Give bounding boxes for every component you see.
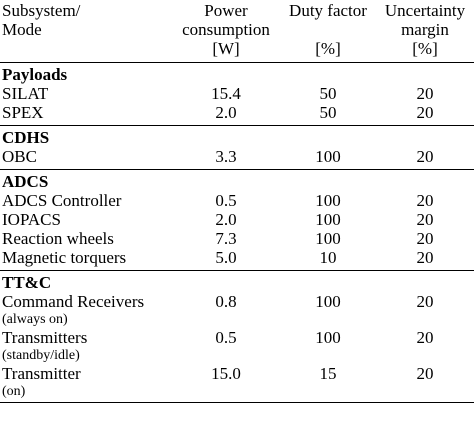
uncertainty-margin-value: 20 bbox=[376, 147, 474, 170]
duty-factor-value: 100 bbox=[315, 292, 341, 311]
row-label: IOPACS bbox=[2, 210, 61, 229]
power-budget-table: Subsystem/ Mode Power consumption [W] Du… bbox=[0, 0, 474, 403]
row-label-cell: Reaction wheels bbox=[0, 229, 172, 248]
power-value: 0.5 bbox=[215, 328, 237, 347]
uncertainty-margin-value: 20 bbox=[416, 229, 434, 248]
table-row: Reaction wheels 7.3 100 20 bbox=[0, 229, 474, 248]
table-body: Payloads SILAT 15.4 50 20 SPEX 2.0 50 20 CDHS OBC 3… bbox=[0, 63, 474, 403]
duty-factor-value: 100 bbox=[315, 191, 341, 210]
power-value: 5.0 bbox=[172, 248, 280, 271]
header-margin-line2: margin bbox=[401, 20, 449, 39]
table-row: SILAT 15.4 50 20 bbox=[0, 84, 474, 103]
row-label-cell: SILAT bbox=[0, 84, 172, 103]
row-label-cell: Transmitters (standby/idle) bbox=[0, 328, 172, 364]
row-label-cell: Transmitter (on) bbox=[0, 364, 172, 403]
table-row: Transmitters (standby/idle) 0.5 100 20 bbox=[0, 328, 474, 364]
row-label-cell: OBC bbox=[0, 147, 172, 170]
header-power-consumption: Power consumption [W] bbox=[172, 0, 280, 63]
duty-factor-value: 100 bbox=[315, 328, 341, 347]
header-duty-unit: [%] bbox=[315, 39, 341, 58]
row-sublabel: (on) bbox=[2, 384, 26, 399]
header-duty-line1: Duty factor bbox=[289, 1, 367, 20]
row-label-cell: Command Receivers (always on) bbox=[0, 292, 172, 328]
duty-factor-value: 10 bbox=[280, 248, 376, 271]
uncertainty-margin-value: 20 bbox=[416, 292, 434, 311]
row-label: Magnetic torquers bbox=[2, 248, 127, 267]
duty-factor-value: 50 bbox=[319, 84, 337, 103]
header-subsystem-line1: Subsystem/ bbox=[2, 1, 81, 20]
row-label: Reaction wheels bbox=[2, 229, 114, 248]
header-margin-unit: [%] bbox=[412, 39, 438, 58]
row-label: SPEX bbox=[2, 103, 44, 122]
group-header-row: ADCS bbox=[0, 170, 474, 192]
duty-factor-value: 15 bbox=[280, 364, 376, 403]
row-label: Transmitter bbox=[2, 364, 81, 383]
table-row: Command Receivers (always on) 0.8 100 20 bbox=[0, 292, 474, 328]
power-value: 0.5 bbox=[215, 191, 237, 210]
power-value: 15.0 bbox=[172, 364, 280, 403]
header-power-unit: [W] bbox=[212, 39, 240, 58]
duty-factor-value: 100 bbox=[280, 147, 376, 170]
uncertainty-margin-value: 20 bbox=[376, 248, 474, 271]
header-power-line2: consumption bbox=[182, 20, 270, 39]
duty-factor-value: 100 bbox=[315, 229, 341, 248]
header-margin-line1: Uncertainty bbox=[384, 1, 466, 20]
table-row: SPEX 2.0 50 20 bbox=[0, 103, 474, 126]
table-row: IOPACS 2.0 100 20 bbox=[0, 210, 474, 229]
uncertainty-margin-value: 20 bbox=[416, 210, 434, 229]
row-label-cell: Magnetic torquers bbox=[0, 248, 172, 271]
power-value: 2.0 bbox=[215, 210, 237, 229]
header-duty-line2 bbox=[326, 20, 330, 39]
header-subsystem-mode: Subsystem/ Mode bbox=[0, 0, 172, 63]
table-row: Transmitter (on) 15.0 15 20 bbox=[0, 364, 474, 403]
row-label-cell: ADCS Controller bbox=[0, 191, 172, 210]
row-label: Transmitters bbox=[2, 328, 88, 347]
power-value: 0.8 bbox=[215, 292, 237, 311]
group-name: TT&C bbox=[2, 273, 52, 292]
group-name: Payloads bbox=[2, 65, 68, 84]
row-label: ADCS Controller bbox=[2, 191, 122, 210]
table-row: ADCS Controller 0.5 100 20 bbox=[0, 191, 474, 210]
table-row: Magnetic torquers 5.0 10 20 bbox=[0, 248, 474, 271]
row-label-cell: IOPACS bbox=[0, 210, 172, 229]
row-sublabel: (always on) bbox=[2, 312, 68, 327]
row-label: Command Receivers bbox=[2, 292, 145, 311]
uncertainty-margin-value: 20 bbox=[416, 84, 434, 103]
group-header-row: CDHS bbox=[0, 126, 474, 148]
table-header: Subsystem/ Mode Power consumption [W] Du… bbox=[0, 0, 474, 63]
uncertainty-margin-value: 20 bbox=[376, 103, 474, 126]
header-subsystem-line2: Mode bbox=[2, 20, 42, 39]
row-label: OBC bbox=[2, 147, 37, 166]
row-label: SILAT bbox=[2, 84, 49, 103]
header-uncertainty-margin: Uncertainty margin [%] bbox=[376, 0, 474, 63]
group-name: ADCS bbox=[2, 172, 49, 191]
power-value: 7.3 bbox=[215, 229, 237, 248]
group-header-row: Payloads bbox=[0, 63, 474, 85]
duty-factor-value: 50 bbox=[280, 103, 376, 126]
header-duty-factor: Duty factor [%] bbox=[280, 0, 376, 63]
group-header-row: TT&C bbox=[0, 271, 474, 293]
uncertainty-margin-value: 20 bbox=[416, 328, 434, 347]
group-name: CDHS bbox=[2, 128, 50, 147]
row-sublabel: (standby/idle) bbox=[2, 348, 80, 363]
power-value: 3.3 bbox=[172, 147, 280, 170]
duty-factor-value: 100 bbox=[315, 210, 341, 229]
uncertainty-margin-value: 20 bbox=[376, 364, 474, 403]
row-label-cell: SPEX bbox=[0, 103, 172, 126]
power-value: 15.4 bbox=[211, 84, 241, 103]
table-row: OBC 3.3 100 20 bbox=[0, 147, 474, 170]
uncertainty-margin-value: 20 bbox=[416, 191, 434, 210]
header-power-line1: Power bbox=[204, 1, 248, 20]
power-value: 2.0 bbox=[172, 103, 280, 126]
